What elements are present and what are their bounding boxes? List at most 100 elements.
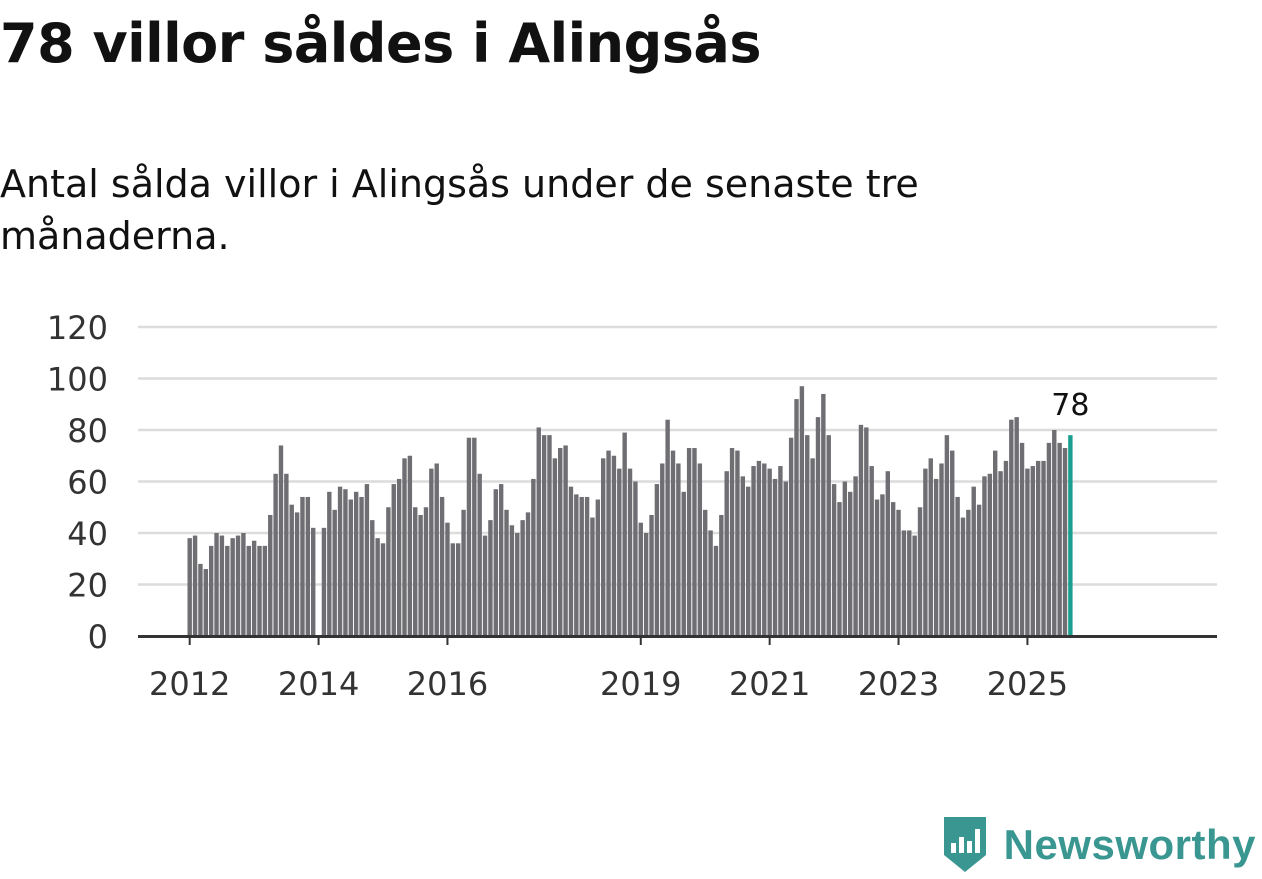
bar xyxy=(268,514,273,636)
bar xyxy=(917,507,923,636)
bar xyxy=(456,543,461,636)
bar xyxy=(482,535,488,636)
bar xyxy=(751,466,756,636)
bar xyxy=(890,502,896,636)
bar xyxy=(987,473,993,636)
bar xyxy=(643,533,649,636)
bar xyxy=(735,450,740,636)
bar xyxy=(353,491,359,636)
x-tick-label: 2023 xyxy=(858,665,939,703)
bar xyxy=(821,393,826,636)
bar xyxy=(864,427,869,636)
brand-name: Newsworthy xyxy=(1003,821,1256,868)
bar xyxy=(928,458,933,636)
bar xyxy=(778,466,783,636)
bar xyxy=(756,460,762,636)
bar xyxy=(622,432,627,636)
bar xyxy=(359,496,364,636)
bar xyxy=(262,545,268,636)
bar xyxy=(257,545,262,636)
x-tick-label: 2025 xyxy=(987,665,1068,703)
bar xyxy=(831,484,837,636)
bar xyxy=(504,509,509,636)
bar xyxy=(708,530,713,636)
bar xyxy=(386,507,391,636)
bar xyxy=(584,496,590,636)
bar xyxy=(574,494,579,636)
bar xyxy=(627,468,633,636)
bar xyxy=(380,543,386,636)
bar xyxy=(509,525,515,636)
bar xyxy=(278,445,284,636)
data-labels: 78 xyxy=(1051,388,1089,423)
bar xyxy=(848,491,853,636)
bar xyxy=(327,491,332,636)
bar xyxy=(219,535,225,636)
bar xyxy=(654,484,660,636)
bar xyxy=(692,448,697,636)
bar xyxy=(477,473,482,636)
bar xyxy=(198,563,203,636)
bar-latest xyxy=(1068,435,1073,636)
bar xyxy=(815,417,821,636)
bar xyxy=(600,458,606,636)
bar xyxy=(686,448,692,636)
bar xyxy=(810,458,815,636)
y-tick-label: 120 xyxy=(47,309,108,347)
bar xyxy=(713,545,719,636)
bar xyxy=(805,435,810,636)
bar xyxy=(869,466,874,636)
bar xyxy=(783,481,788,636)
newsworthy-logo-icon xyxy=(943,817,986,872)
bar xyxy=(418,514,423,636)
bar xyxy=(235,535,241,636)
y-tick-label: 40 xyxy=(67,515,108,553)
bar xyxy=(1025,468,1030,636)
bar xyxy=(305,496,311,636)
bar xyxy=(536,427,541,636)
bar xyxy=(241,533,246,636)
bar xyxy=(370,520,375,636)
bar xyxy=(767,468,772,636)
bar xyxy=(976,504,982,636)
bar xyxy=(874,499,880,636)
bar xyxy=(729,448,735,636)
bar xyxy=(364,484,370,636)
bar xyxy=(590,517,595,636)
bar xyxy=(896,509,901,636)
bar xyxy=(402,458,407,636)
bar xyxy=(493,489,498,636)
x-tick-label: 2019 xyxy=(600,665,681,703)
bar xyxy=(547,435,552,636)
bar xyxy=(294,512,300,636)
bar xyxy=(788,437,794,636)
x-tick-label: 2012 xyxy=(149,665,230,703)
bar xyxy=(273,473,278,636)
bar xyxy=(633,481,638,636)
bar xyxy=(923,468,928,636)
bar xyxy=(434,463,439,636)
bar xyxy=(337,486,343,636)
bar xyxy=(950,450,955,636)
bar xyxy=(396,478,402,636)
bar xyxy=(681,491,686,636)
bar xyxy=(762,463,767,636)
x-axis-tick-labels: 2012 2014 2016 2019 2021 2023 2025 xyxy=(149,636,1068,703)
bar xyxy=(391,484,396,636)
x-tick-label: 2014 xyxy=(278,665,359,703)
bar xyxy=(660,463,665,636)
y-axis-tick-labels: 0 20 40 60 80 100 120 xyxy=(47,309,108,656)
y-tick-label: 100 xyxy=(47,361,108,399)
bar xyxy=(745,486,751,636)
chart-subtitle: Antal sålda villor i Alingsås under de s… xyxy=(0,162,919,258)
bar xyxy=(466,437,472,636)
bar xyxy=(982,476,987,636)
bar xyxy=(842,481,848,636)
bar xyxy=(407,455,413,636)
bar xyxy=(907,530,912,636)
bar xyxy=(348,499,353,636)
bar xyxy=(1041,460,1046,636)
bar xyxy=(724,471,729,636)
latest-value-label: 78 xyxy=(1051,388,1089,423)
